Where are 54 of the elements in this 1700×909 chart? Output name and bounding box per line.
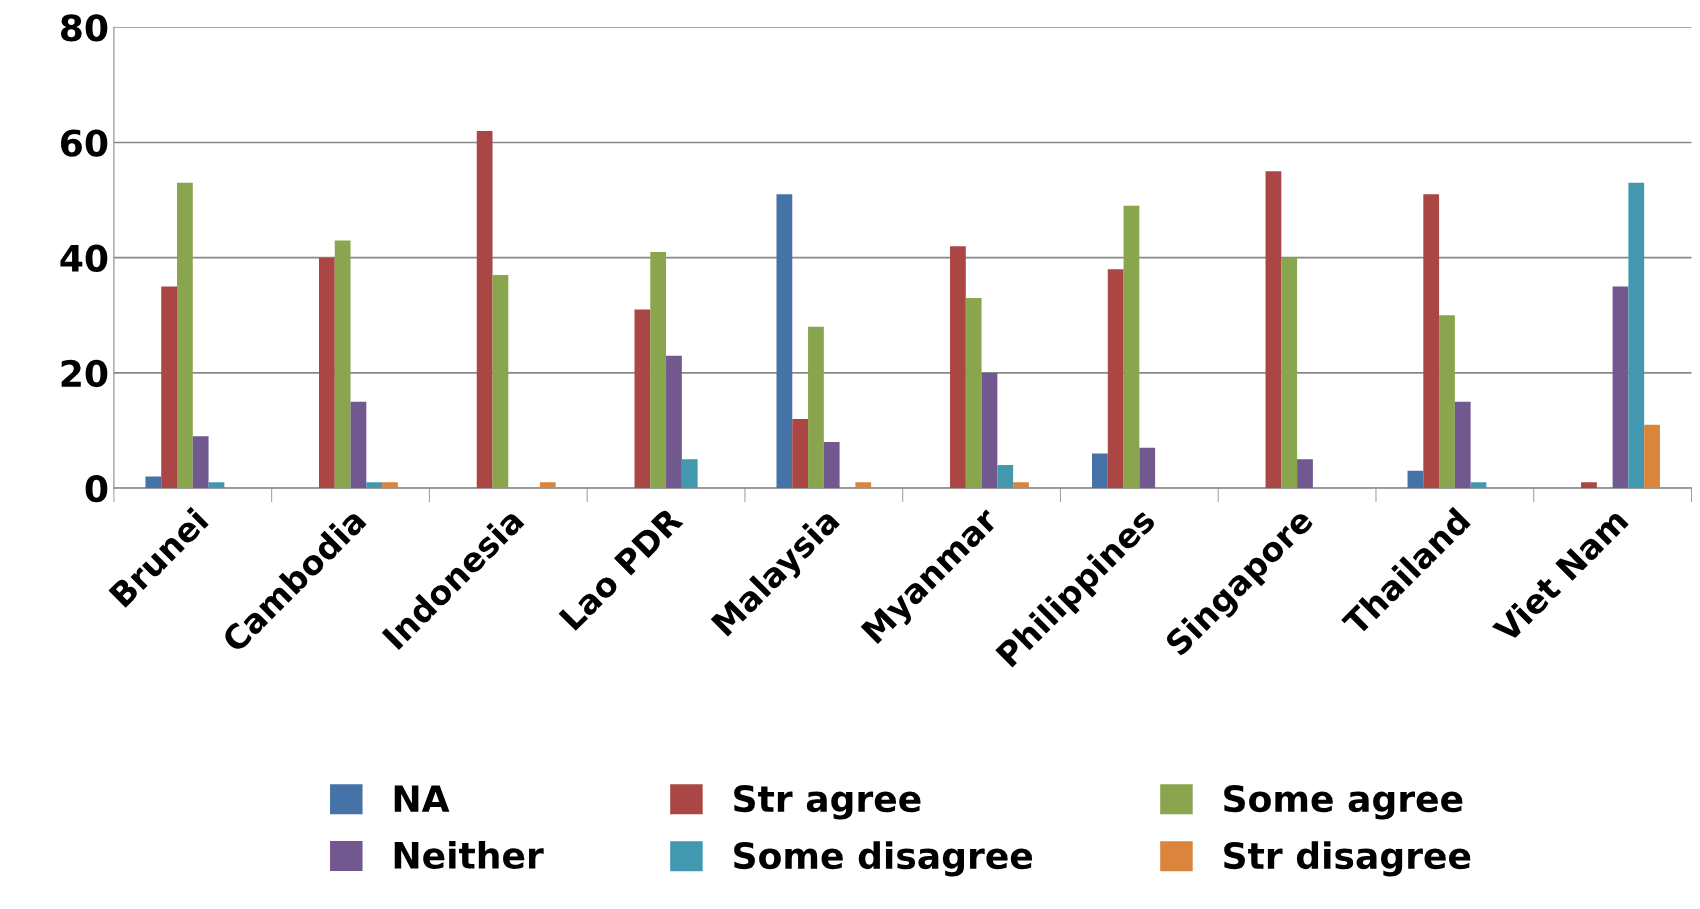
bar bbox=[981, 372, 998, 489]
bar bbox=[350, 401, 367, 489]
bar bbox=[145, 476, 162, 489]
legend-label: Some disagree bbox=[734, 841, 1033, 877]
bar bbox=[681, 459, 698, 489]
bar bbox=[177, 182, 193, 489]
bar bbox=[366, 482, 383, 489]
bar bbox=[776, 194, 793, 489]
bar bbox=[1123, 205, 1140, 489]
bar bbox=[1644, 424, 1660, 489]
legend-label: Str disagree bbox=[1224, 841, 1471, 877]
bar bbox=[965, 298, 982, 489]
bar bbox=[1581, 482, 1597, 489]
bar bbox=[208, 482, 225, 489]
bar bbox=[1265, 171, 1282, 489]
bar bbox=[1628, 182, 1645, 489]
y-tick-label: 40 bbox=[60, 244, 108, 272]
bar bbox=[539, 482, 556, 489]
bar bbox=[476, 130, 493, 489]
y-tick-label: 0 bbox=[85, 475, 108, 503]
bar bbox=[161, 286, 177, 489]
bar bbox=[1454, 401, 1471, 489]
bar bbox=[382, 482, 398, 489]
bar bbox=[1612, 286, 1629, 489]
bar bbox=[334, 240, 351, 489]
bar bbox=[1107, 269, 1124, 489]
bar bbox=[950, 246, 966, 489]
bar bbox=[1407, 470, 1424, 489]
bar bbox=[1092, 453, 1108, 489]
y-tick-label: 80 bbox=[60, 14, 108, 42]
bar bbox=[1439, 315, 1455, 489]
bar bbox=[666, 355, 682, 489]
bar bbox=[855, 482, 872, 489]
bar bbox=[823, 442, 840, 489]
bar bbox=[997, 465, 1014, 489]
y-tick-label: 60 bbox=[61, 129, 108, 157]
legend-label: Some agree bbox=[1224, 785, 1463, 820]
bar bbox=[492, 274, 509, 489]
bar bbox=[1139, 447, 1156, 489]
bar bbox=[1297, 459, 1313, 489]
bar bbox=[318, 257, 335, 489]
bar bbox=[192, 436, 209, 489]
bar bbox=[634, 309, 651, 489]
bar bbox=[1281, 257, 1298, 489]
bar bbox=[1470, 482, 1487, 489]
legend-label: Neither bbox=[394, 840, 544, 869]
y-tick-label: 20 bbox=[61, 359, 108, 388]
bar bbox=[1423, 194, 1440, 489]
legend-label: Str agree bbox=[734, 785, 921, 820]
bar bbox=[650, 251, 667, 489]
bar bbox=[808, 326, 824, 489]
bar bbox=[792, 419, 809, 489]
legend-label: NA bbox=[394, 785, 450, 812]
bar bbox=[1013, 482, 1029, 489]
